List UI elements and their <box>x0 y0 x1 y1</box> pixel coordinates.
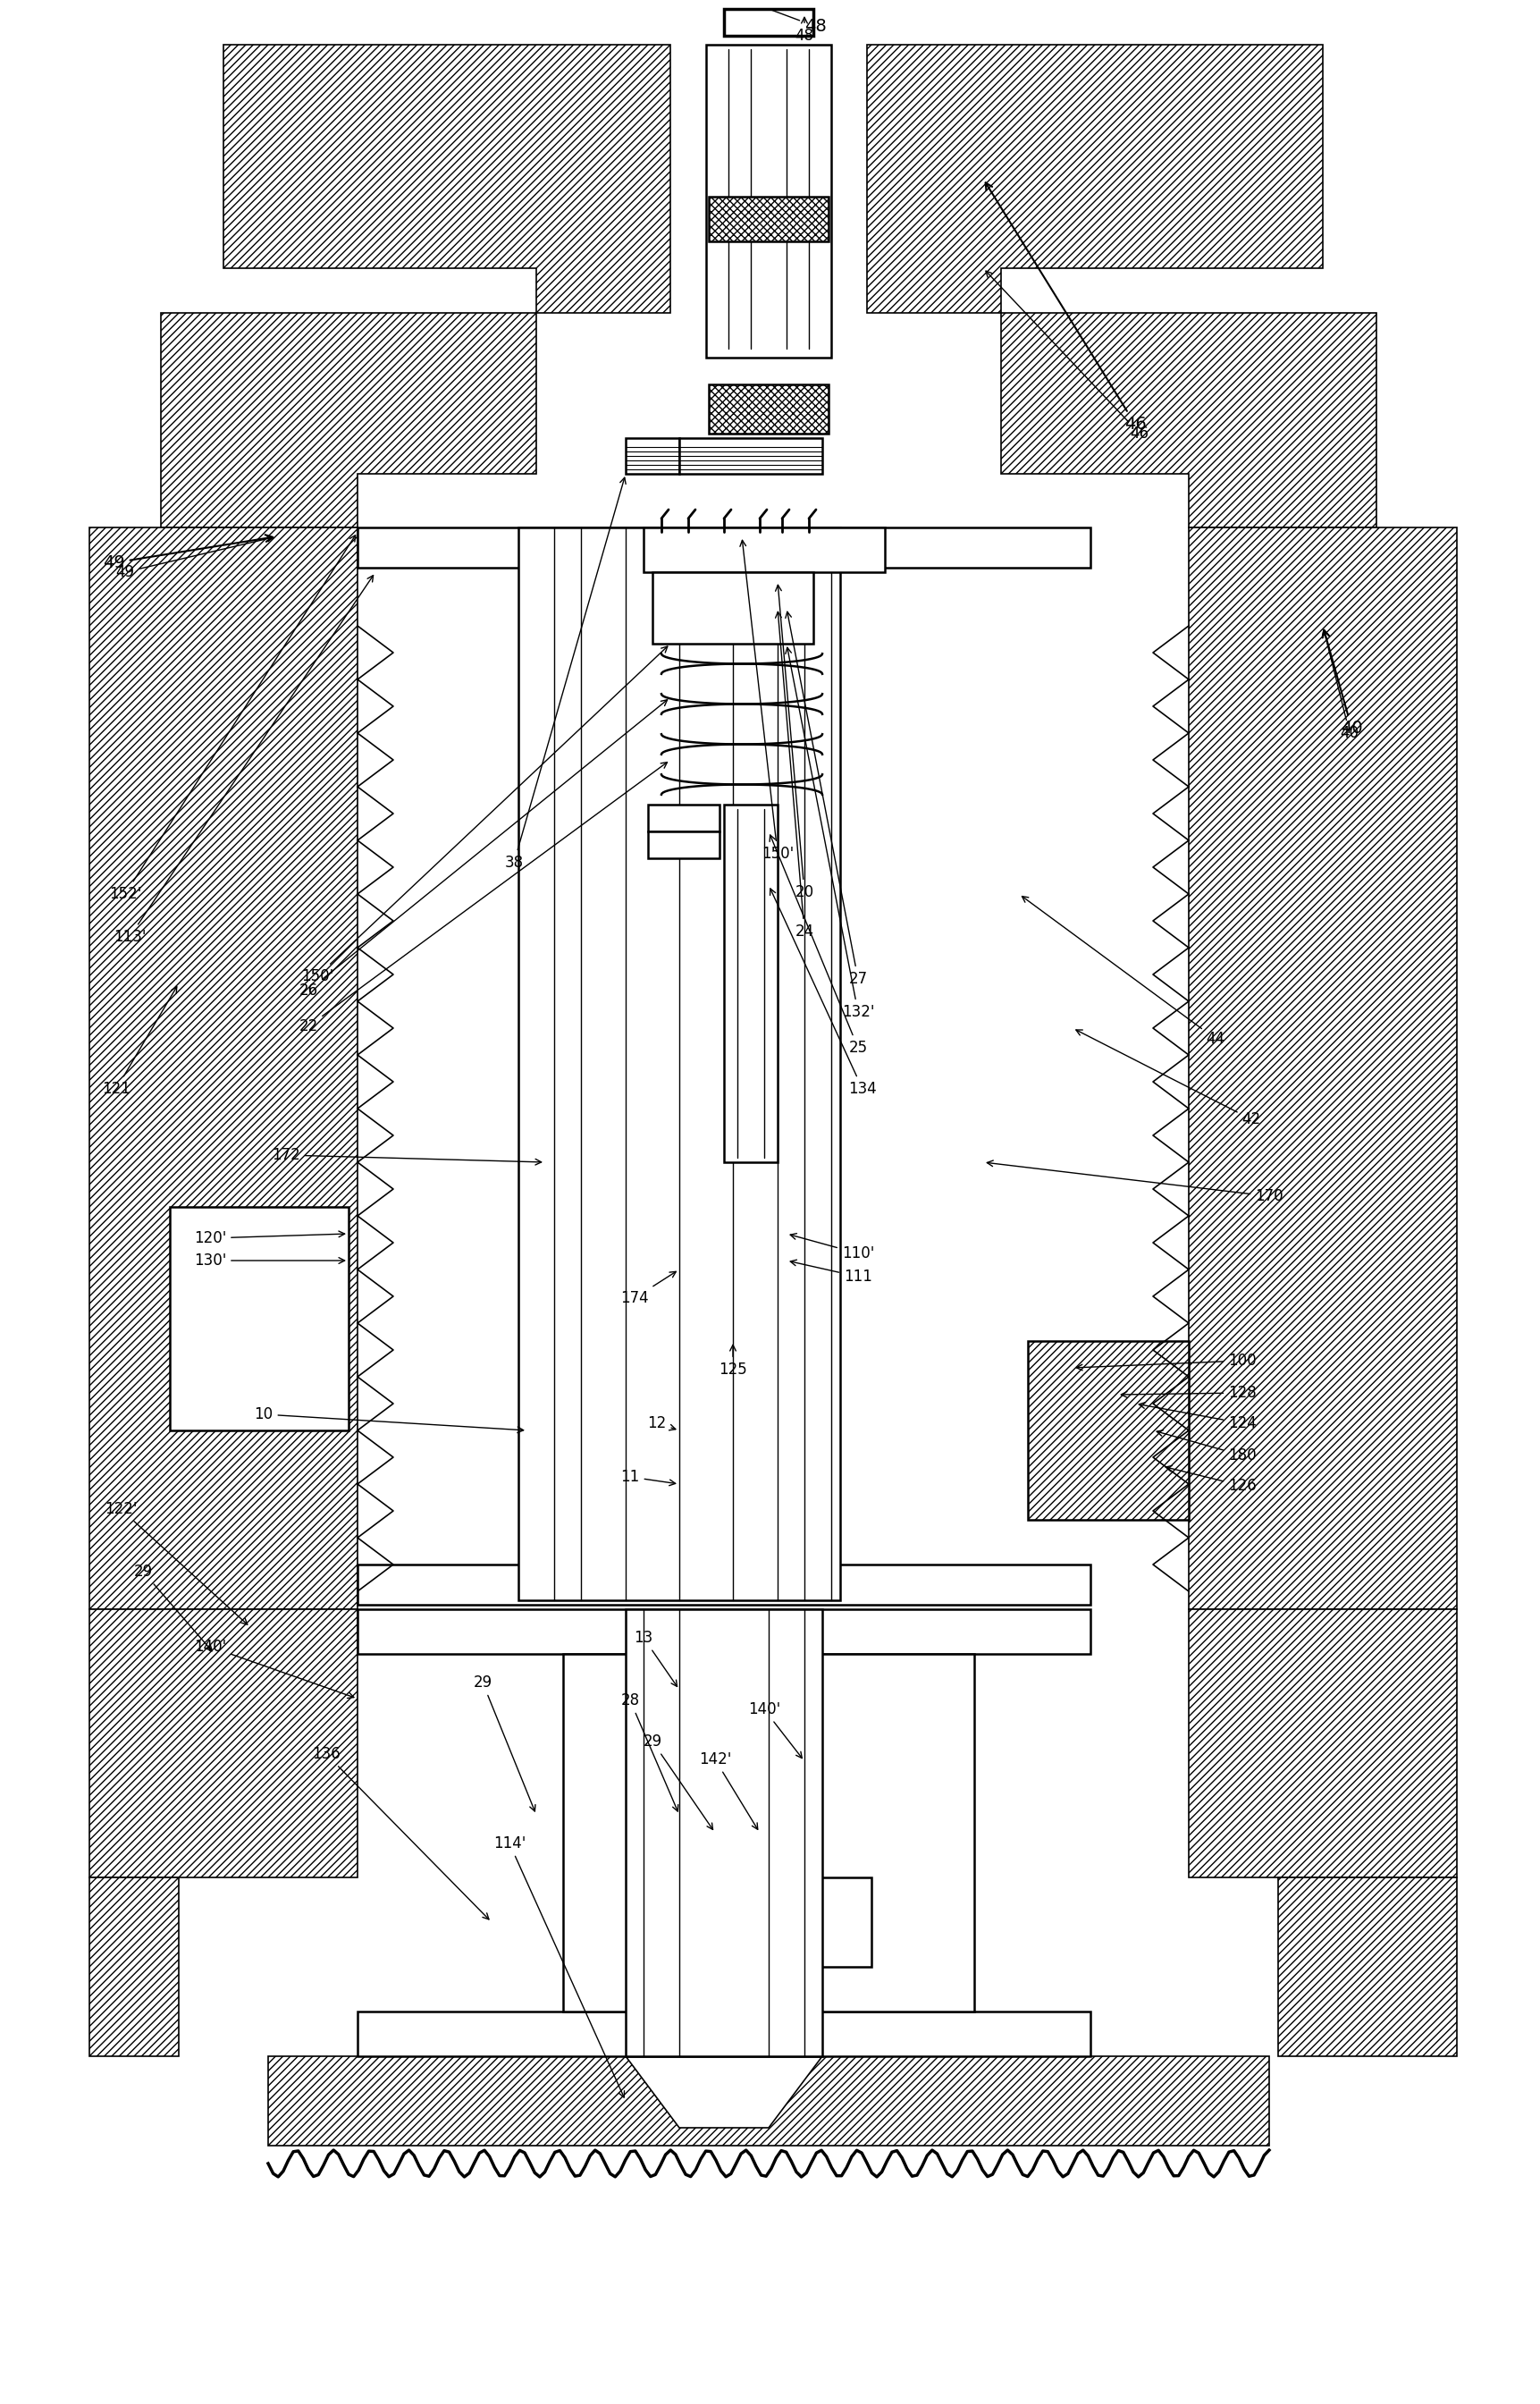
Text: 140': 140' <box>748 1702 802 1757</box>
Text: 174: 174 <box>621 1272 676 1305</box>
Text: 40: 40 <box>1323 630 1363 736</box>
Text: 13: 13 <box>634 1630 678 1688</box>
Text: 26: 26 <box>299 700 667 998</box>
Text: 142': 142' <box>699 1753 758 1829</box>
Polygon shape <box>1189 526 1457 1608</box>
Bar <box>665 1878 872 1966</box>
Bar <box>708 197 829 240</box>
Text: 40: 40 <box>1323 630 1358 740</box>
Polygon shape <box>1278 1878 1457 2055</box>
Bar <box>519 526 841 1601</box>
Bar <box>625 1608 822 2055</box>
Text: 38: 38 <box>505 478 625 870</box>
Polygon shape <box>160 313 536 526</box>
Polygon shape <box>268 2055 1269 2147</box>
Polygon shape <box>89 1878 179 2055</box>
Text: 130': 130' <box>194 1252 345 1269</box>
Text: 126: 126 <box>1166 1466 1257 1493</box>
Text: 22: 22 <box>299 762 667 1034</box>
Text: 128: 128 <box>1121 1385 1257 1402</box>
Bar <box>648 805 719 832</box>
Bar <box>564 1654 975 2012</box>
Text: 29: 29 <box>473 1676 536 1810</box>
Text: 48: 48 <box>795 17 813 43</box>
Text: 100: 100 <box>1076 1353 1257 1370</box>
Text: 121: 121 <box>102 986 177 1096</box>
Text: 49: 49 <box>116 536 273 579</box>
Text: 111: 111 <box>790 1260 872 1284</box>
Text: 25: 25 <box>770 834 867 1055</box>
Text: 29: 29 <box>134 1563 213 1652</box>
Text: 180: 180 <box>1157 1430 1257 1464</box>
Bar <box>653 572 813 644</box>
Bar <box>1027 1341 1189 1519</box>
Bar <box>357 1565 1090 1606</box>
Text: 124: 124 <box>1140 1402 1257 1430</box>
Text: 140': 140' <box>194 1640 354 1697</box>
Text: 122': 122' <box>105 1500 248 1625</box>
Polygon shape <box>89 526 357 1608</box>
Polygon shape <box>1001 313 1377 526</box>
Text: 49: 49 <box>103 534 273 572</box>
Bar <box>707 46 832 358</box>
Bar <box>357 2012 1090 2055</box>
Text: 150': 150' <box>741 541 793 861</box>
Bar <box>708 385 829 433</box>
Text: 24: 24 <box>776 611 813 940</box>
Text: 44: 44 <box>1023 897 1224 1046</box>
Text: 136: 136 <box>313 1745 488 1918</box>
Text: 28: 28 <box>621 1692 678 1810</box>
Text: 48: 48 <box>772 10 827 36</box>
Text: 12: 12 <box>647 1416 676 1430</box>
Text: 10: 10 <box>254 1406 524 1433</box>
Text: 120': 120' <box>194 1231 345 1245</box>
Text: 134: 134 <box>770 889 876 1096</box>
Text: 125: 125 <box>719 1344 747 1377</box>
Text: 20: 20 <box>776 584 813 899</box>
Text: 132': 132' <box>785 647 875 1019</box>
Bar <box>625 438 679 474</box>
Text: 46: 46 <box>986 272 1149 442</box>
Text: 46: 46 <box>986 183 1146 433</box>
Text: 113': 113' <box>114 575 373 945</box>
Text: 42: 42 <box>1076 1029 1261 1127</box>
Polygon shape <box>89 1608 357 1878</box>
Bar <box>357 1608 1090 1654</box>
Text: 27: 27 <box>785 611 867 988</box>
Text: 152': 152' <box>109 536 356 902</box>
Polygon shape <box>1189 1608 1457 1878</box>
Text: 110': 110' <box>790 1233 875 1262</box>
Bar <box>169 1207 348 1430</box>
Bar <box>724 805 778 1161</box>
Bar <box>648 832 719 858</box>
Text: 11: 11 <box>621 1469 676 1486</box>
Bar <box>357 526 1090 567</box>
Bar <box>724 10 813 36</box>
Text: 170: 170 <box>987 1161 1283 1204</box>
Text: 172: 172 <box>273 1147 542 1166</box>
Text: 150': 150' <box>302 647 667 983</box>
Polygon shape <box>867 46 1323 313</box>
Text: 29: 29 <box>644 1733 713 1829</box>
Polygon shape <box>223 46 670 313</box>
Bar <box>679 438 822 474</box>
Bar <box>644 526 885 572</box>
Text: 114': 114' <box>493 1834 624 2096</box>
